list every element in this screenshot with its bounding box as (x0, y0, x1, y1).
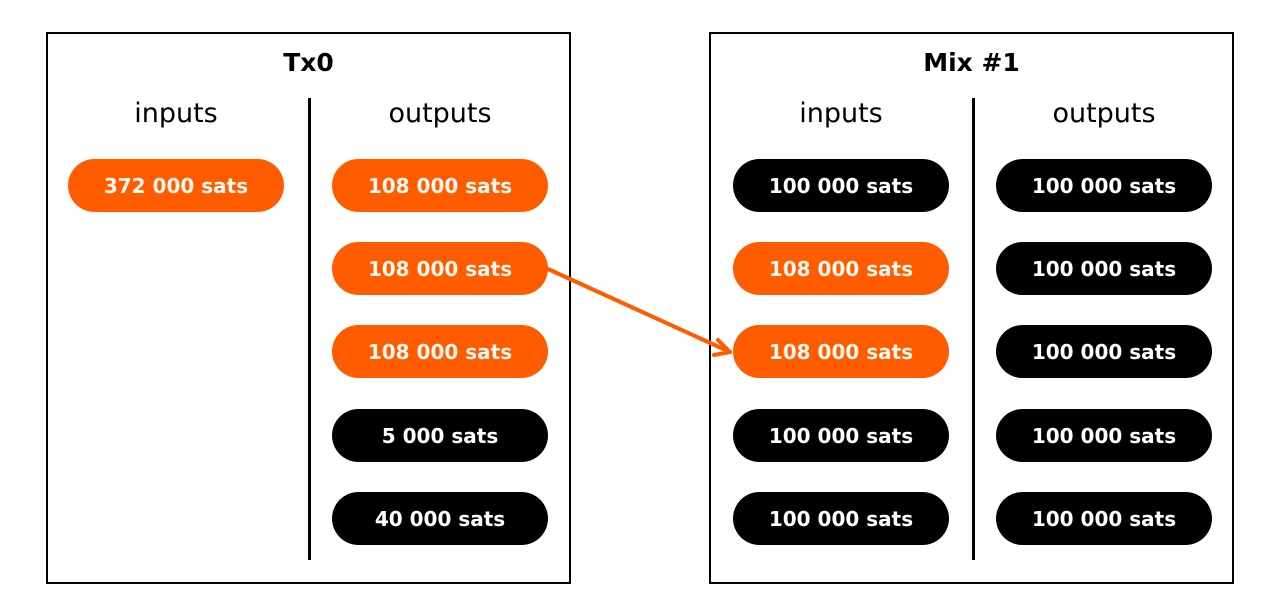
mix1-input-pill: 100 000 sats (733, 492, 949, 545)
mix1-input-pill: 100 000 sats (733, 159, 949, 212)
tx0-output-pill: 5 000 sats (332, 409, 548, 462)
tx0-output-pill: 108 000 sats (332, 242, 548, 295)
tx0-output-pill: 108 000 sats (332, 325, 548, 378)
tx0-outputs-heading: outputs (388, 98, 492, 129)
mix1-inputs-heading: inputs (799, 98, 883, 129)
mix1-box: Mix #1 inputs outputs 100 000 sats 108 0… (709, 32, 1234, 584)
tx0-box: Tx0 inputs outputs 372 000 sats 108 000 … (46, 32, 571, 584)
mix1-output-pill: 100 000 sats (996, 409, 1212, 462)
mix1-outputs-heading: outputs (1052, 98, 1156, 129)
mix1-output-pill: 100 000 sats (996, 159, 1212, 212)
tx0-output-pill: 40 000 sats (332, 492, 548, 545)
mix1-input-pill: 108 000 sats (733, 325, 949, 378)
tx0-divider (308, 98, 311, 560)
mix1-divider (972, 98, 975, 560)
tx0-title: Tx0 (283, 48, 334, 77)
tx0-inputs-heading: inputs (134, 98, 218, 129)
mix1-title: Mix #1 (923, 48, 1020, 77)
mix1-output-pill: 100 000 sats (996, 242, 1212, 295)
mix1-input-pill: 108 000 sats (733, 242, 949, 295)
mix1-input-pill: 100 000 sats (733, 409, 949, 462)
mix1-output-pill: 100 000 sats (996, 492, 1212, 545)
arrow-line (546, 267, 732, 354)
tx0-input-pill: 372 000 sats (68, 159, 284, 212)
mix1-output-pill: 100 000 sats (996, 325, 1212, 378)
tx0-output-pill: 108 000 sats (332, 159, 548, 212)
